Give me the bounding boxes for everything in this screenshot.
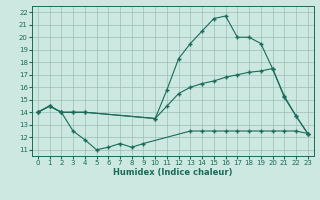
X-axis label: Humidex (Indice chaleur): Humidex (Indice chaleur)	[113, 168, 233, 177]
